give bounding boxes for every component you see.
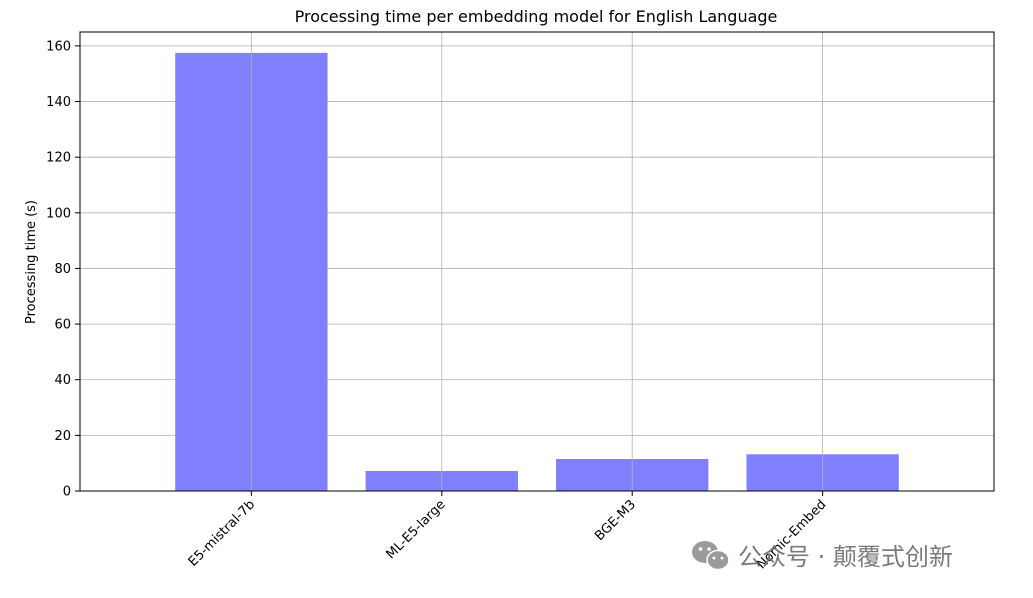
chart-title: Processing time per embedding model for …	[295, 7, 778, 26]
y-tick-label: 40	[54, 373, 71, 388]
x-ticks: E5-mistral-7b ML-E5-large BGE-M3 Nomic-Embe…	[186, 491, 829, 572]
y-tick-label: 0	[63, 485, 71, 500]
y-tick-label: 140	[46, 95, 71, 110]
plot-frame	[79, 31, 995, 492]
y-tick-label: 100	[46, 206, 71, 221]
y-tick-label: 80	[54, 262, 71, 277]
y-ticks: 0 20 40 60 80 100 120 140 160	[46, 39, 80, 500]
wechat-icon	[692, 541, 730, 571]
x-tick-label: E5-mistral-7b	[186, 497, 258, 569]
y-axis-label: Processing time (s)	[24, 200, 39, 324]
bars	[175, 52, 899, 491]
watermark: 公众号 · 颠覆式创新	[692, 541, 953, 571]
y-tick-label: 160	[46, 39, 71, 54]
y-tick-label: 120	[46, 151, 71, 166]
y-tick-label: 60	[54, 318, 71, 333]
x-tick-label: BGE-M3	[592, 497, 639, 544]
watermark-text: 公众号 · 颠覆式创新	[738, 543, 953, 571]
x-grid	[250, 32, 824, 491]
x-tick-label: ML-E5-large	[384, 497, 449, 562]
y-tick-label: 20	[54, 429, 71, 444]
